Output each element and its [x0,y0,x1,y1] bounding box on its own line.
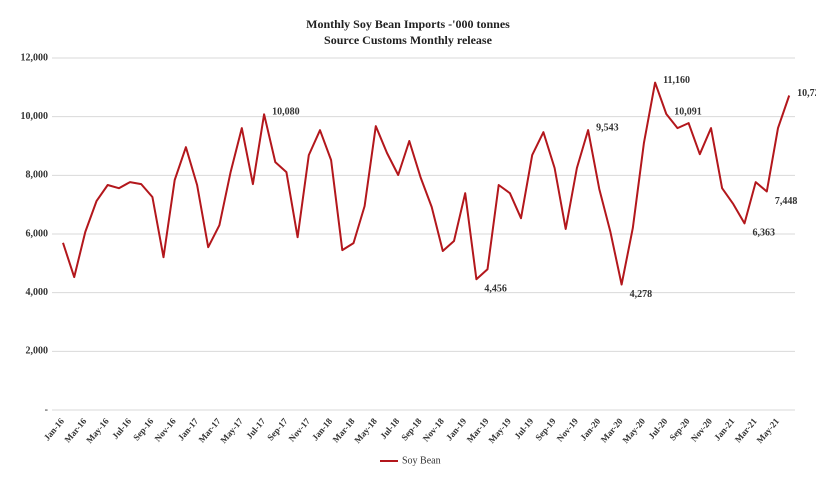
x-tick-label: Nov-19 [555,416,581,444]
x-tick-label: Jul-19 [512,416,535,441]
x-tick-label: Nov-16 [152,416,178,444]
x-tick-label: Sep-18 [399,416,424,443]
x-tick-label: Nov-18 [421,416,447,444]
x-tick-label: Sep-16 [131,416,156,443]
y-tick-label: 6,000 [26,228,49,239]
y-tick-label: 12,000 [21,52,49,63]
legend-label: Soy Bean [402,455,441,466]
y-tick-label: - [45,404,48,415]
x-tick-label: Nov-17 [287,416,313,444]
x-tick-label: May-16 [84,416,111,445]
x-tick-label: May-18 [352,416,379,445]
x-tick-label: Jul-20 [646,416,669,441]
y-tick-label: 4,000 [26,287,49,298]
y-tick-label: 10,000 [21,111,49,122]
x-tick-label: Sep-17 [265,416,290,443]
data-label: 11,160 [663,75,690,86]
data-label: 7,448 [775,196,798,207]
chart-subtitle: Source Customs Monthly release [324,33,493,47]
x-tick-label: Sep-19 [533,416,558,443]
x-tick-label: May-21 [754,416,781,445]
x-tick-label: Sep-20 [667,416,692,443]
x-tick-label: Nov-20 [689,416,715,444]
data-label: 6,363 [752,228,775,239]
data-label: 9,543 [596,122,619,133]
data-label: 10,722 [797,88,816,99]
data-line [62,81,791,286]
x-tick-label: Jul-16 [110,416,133,441]
y-tick-label: 2,000 [26,346,49,357]
chart-title: Monthly Soy Bean Imports -'000 tonnes [306,17,510,31]
x-tick-label: May-19 [486,416,513,445]
data-label: 4,456 [484,284,507,295]
x-tick-label: Jul-18 [378,416,401,441]
data-label: 10,091 [674,106,702,117]
x-tick-label: May-20 [620,416,647,445]
x-tick-label: Jul-17 [244,416,267,441]
x-tick-label: May-17 [218,416,245,445]
data-label: 10,080 [272,107,300,118]
data-label: 4,278 [630,289,653,300]
y-tick-label: 8,000 [26,170,49,181]
